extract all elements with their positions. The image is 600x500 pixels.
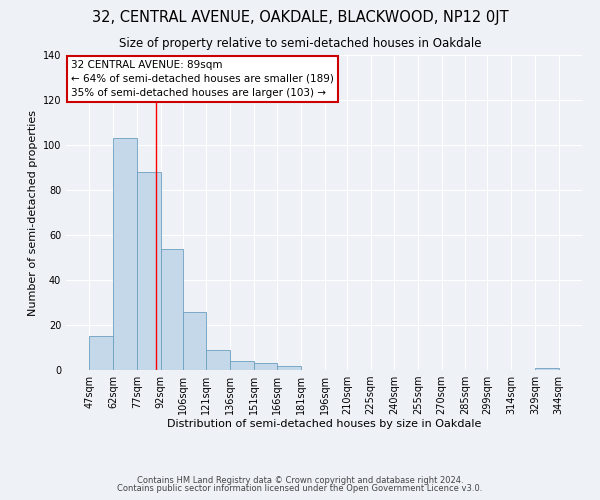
Bar: [89, 336, 113, 370]
Bar: [206, 350, 230, 370]
Text: Contains HM Land Registry data © Crown copyright and database right 2024.: Contains HM Land Registry data © Crown c…: [137, 476, 463, 485]
Bar: [113, 138, 137, 370]
Bar: [254, 363, 277, 370]
Bar: [137, 172, 161, 370]
Bar: [230, 361, 254, 370]
Text: Size of property relative to semi-detached houses in Oakdale: Size of property relative to semi-detach…: [119, 38, 481, 51]
Bar: [535, 368, 559, 370]
X-axis label: Distribution of semi-detached houses by size in Oakdale: Distribution of semi-detached houses by …: [167, 418, 481, 428]
Bar: [161, 248, 182, 370]
Text: Contains public sector information licensed under the Open Government Licence v3: Contains public sector information licen…: [118, 484, 482, 493]
Bar: [277, 366, 301, 370]
Y-axis label: Number of semi-detached properties: Number of semi-detached properties: [28, 110, 38, 316]
Text: 32, CENTRAL AVENUE, OAKDALE, BLACKWOOD, NP12 0JT: 32, CENTRAL AVENUE, OAKDALE, BLACKWOOD, …: [92, 10, 508, 25]
Bar: [182, 312, 206, 370]
Text: 32 CENTRAL AVENUE: 89sqm
← 64% of semi-detached houses are smaller (189)
35% of : 32 CENTRAL AVENUE: 89sqm ← 64% of semi-d…: [71, 60, 334, 98]
